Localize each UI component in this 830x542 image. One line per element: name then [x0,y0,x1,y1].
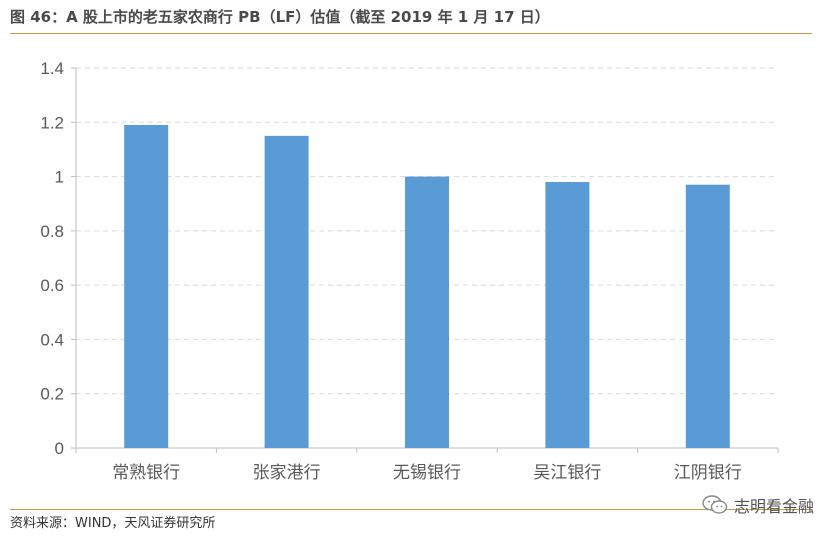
bar [405,176,449,449]
y-tick-label: 1.4 [40,59,64,78]
x-category-label: 江阴银行 [674,463,742,483]
bar-chart: 0 0.2 0.4 0.6 0.8 1 1.2 1.4 常熟银行 张家港行 无锡银行 吴江银行 江阴银行 [40,59,779,483]
source-note: 资料来源：WIND，天风证券研究所 [10,516,216,531]
bar [264,135,309,448]
x-category-label: 吴江银行 [533,463,601,483]
title-divider [10,33,812,34]
y-tick-label: 1 [55,168,64,187]
x-category-label: 无锡银行 [393,463,461,483]
bars [124,125,730,449]
wechat-icon [702,495,728,514]
source-divider [10,509,812,510]
y-tick-label: 0 [55,439,64,458]
y-tick-label: 0.6 [40,276,64,295]
axis-labels: 0 0.2 0.4 0.6 0.8 1 1.2 1.4 常熟银行 张家港行 无锡银行 吴江银行 江阴银行 [40,59,741,483]
watermark-text: 志明看金融 [733,497,814,516]
watermark: 志明看金融 [702,492,814,518]
x-category-label: 张家港行 [253,463,321,483]
figure-title: 图 46：A 股上市的老五家农商行 PB（LF）估值（截至 2019 年 1 月… [10,8,550,26]
x-category-label: 常熟银行 [112,462,180,483]
y-tick-label: 0.4 [40,330,64,349]
y-tick-label: 0.8 [40,222,64,241]
y-tick-label: 0.2 [40,385,64,404]
y-tick-label: 1.2 [40,113,64,132]
bar [124,125,169,448]
bar [545,182,590,448]
bar [685,184,730,448]
